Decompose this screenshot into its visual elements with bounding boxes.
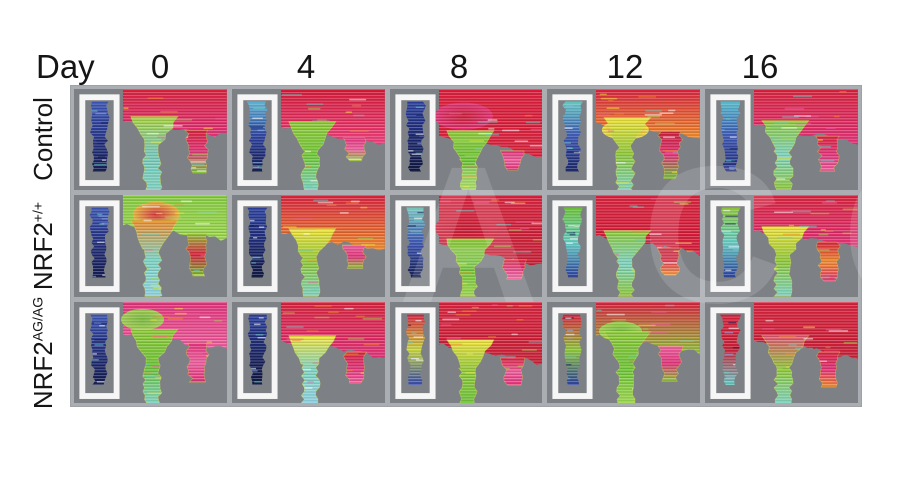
cell-control-day8 (389, 89, 543, 191)
roi-raster-overlay (720, 314, 742, 385)
roi-box (710, 307, 751, 399)
roi-box (237, 307, 278, 399)
roi-raster-overlay (90, 314, 108, 385)
day-axis-label: Day (36, 48, 95, 85)
doppler-image (231, 301, 385, 403)
day-16-header: 16 (741, 48, 779, 85)
doppler-image (74, 301, 227, 403)
cell-nrf2-wt-day12 (547, 195, 701, 297)
roi-box (237, 94, 278, 186)
roi-box (710, 94, 751, 186)
roi-box (79, 307, 120, 399)
row-label-nrf2-wt: NRF2+/+ (28, 201, 59, 291)
cell-nrf2-wt-day4 (231, 195, 385, 297)
cell-control-day0 (74, 89, 227, 191)
roi-raster-overlay (720, 101, 741, 172)
cell-nrf2-wt-day8 (389, 195, 543, 297)
roi-raster-overlay (562, 207, 584, 279)
roi-box (79, 200, 120, 293)
cell-nrf2-wt-day0 (74, 195, 227, 297)
roi-box (552, 94, 593, 186)
roi-box (237, 200, 278, 293)
image-grid (70, 85, 862, 407)
cell-control-day4 (231, 89, 385, 191)
cell-nrf2-ag-day0 (74, 301, 227, 403)
roi-raster-overlay (90, 101, 110, 172)
roi-raster-overlay (721, 207, 741, 279)
row-label-control: Control (28, 97, 59, 181)
cell-control-day12 (547, 89, 701, 191)
doppler-image (74, 195, 227, 297)
roi-box (394, 200, 436, 293)
roi-raster-overlay (405, 207, 425, 279)
roi-box (79, 94, 120, 186)
cell-nrf2-ag-day12 (547, 301, 701, 403)
doppler-image (389, 89, 543, 191)
roi-box (710, 200, 751, 293)
doppler-image (389, 301, 543, 403)
doppler-image (231, 89, 385, 191)
day-4-header: 4 (296, 48, 316, 85)
roi-box (394, 307, 436, 399)
cell-nrf2-ag-day8 (389, 301, 543, 403)
day-8-header: 8 (449, 48, 469, 85)
roi-raster-overlay (247, 207, 268, 279)
roi-raster-overlay (562, 101, 584, 172)
roi-box (394, 94, 436, 186)
doppler-image (547, 89, 701, 191)
cell-nrf2-wt-day16 (705, 195, 858, 297)
roi-box (552, 200, 593, 293)
doppler-image (231, 195, 385, 297)
cell-nrf2-ag-day4 (231, 301, 385, 403)
doppler-image (705, 301, 858, 403)
doppler-image (389, 195, 543, 297)
row-label-nrf2-ag: NRF2AG/AG (28, 296, 59, 410)
doppler-image (74, 89, 227, 191)
roi-raster-overlay (246, 101, 268, 172)
day-12-header: 12 (606, 48, 644, 85)
roi-raster-overlay (405, 314, 425, 385)
doppler-image (705, 89, 858, 191)
doppler-image (705, 195, 858, 297)
day-0-header: 0 (150, 48, 170, 85)
cell-control-day16 (705, 89, 858, 191)
roi-box (552, 307, 593, 399)
doppler-image (547, 195, 701, 297)
cell-nrf2-ag-day16 (705, 301, 858, 403)
doppler-image (547, 301, 701, 403)
